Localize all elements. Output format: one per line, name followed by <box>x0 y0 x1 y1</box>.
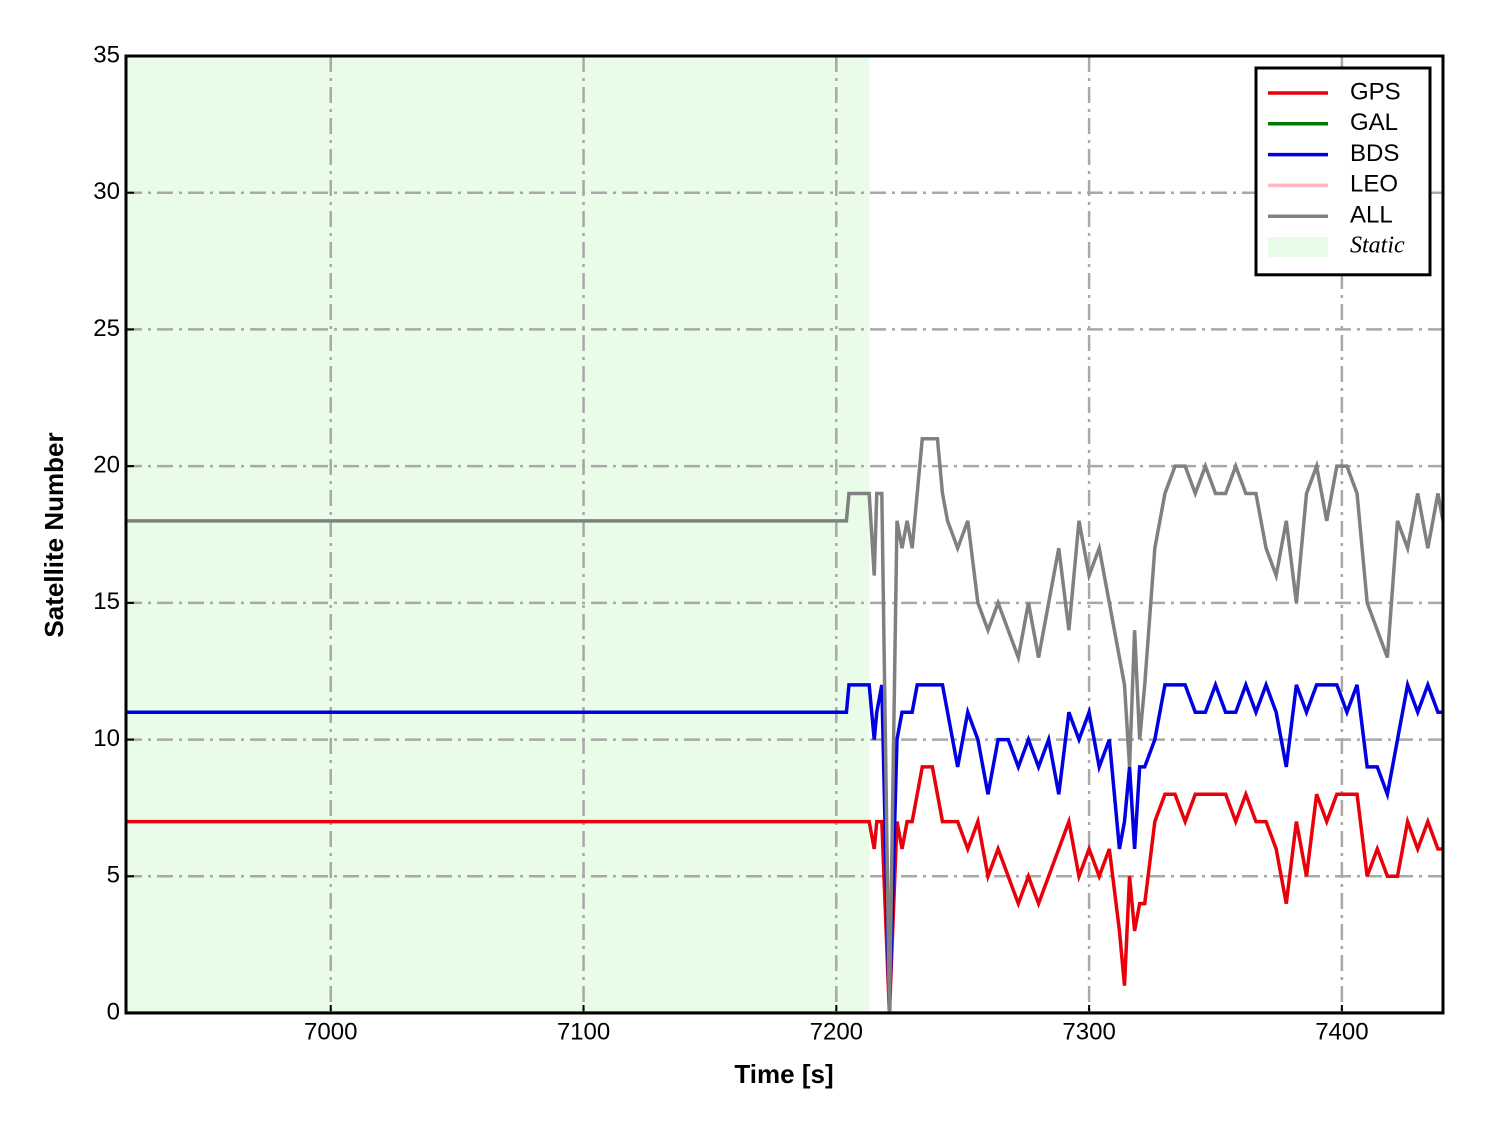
legend-label: GPS <box>1350 78 1401 105</box>
x-tick-label: 7200 <box>810 1018 863 1045</box>
y-tick-label: 20 <box>93 451 120 478</box>
y-tick-label: 10 <box>93 725 120 752</box>
y-tick-label: 35 <box>93 41 120 68</box>
y-tick-label: 30 <box>93 178 120 205</box>
y-tick-label: 5 <box>107 862 120 889</box>
legend-swatch <box>1268 237 1328 257</box>
y-tick-label: 15 <box>93 588 120 615</box>
legend-label: LEO <box>1350 171 1398 198</box>
y-tick-label: 0 <box>107 998 120 1025</box>
x-tick-label: 7100 <box>557 1018 610 1045</box>
legend-label: Static <box>1350 233 1405 259</box>
y-axis-label: Satellite Number <box>39 432 69 637</box>
series-line <box>126 678 1443 1013</box>
y-tick-label: 25 <box>93 315 120 342</box>
x-tick-label: 7300 <box>1062 1018 1115 1045</box>
series-line <box>126 437 1443 1013</box>
shaded-span <box>126 56 870 1013</box>
x-tick-label: 7000 <box>304 1018 357 1045</box>
legend-label: BDS <box>1350 140 1399 167</box>
x-tick-label: 7400 <box>1315 1018 1368 1045</box>
plot-frame <box>124 54 1445 1015</box>
legend-label: GAL <box>1350 109 1398 136</box>
x-axis-label: Time [s] <box>734 1059 833 1089</box>
legend-label: ALL <box>1350 202 1393 229</box>
series-line <box>126 765 1443 1013</box>
